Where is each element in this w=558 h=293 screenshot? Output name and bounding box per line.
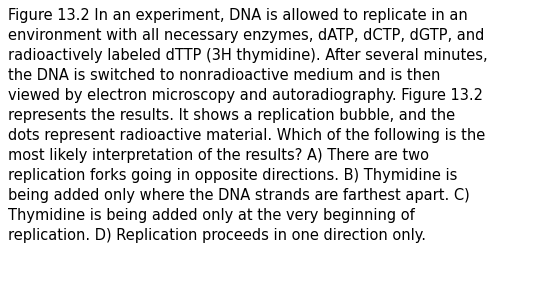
Text: Figure 13.2 In an experiment, DNA is allowed to replicate in an
environment with: Figure 13.2 In an experiment, DNA is all…: [8, 8, 488, 243]
